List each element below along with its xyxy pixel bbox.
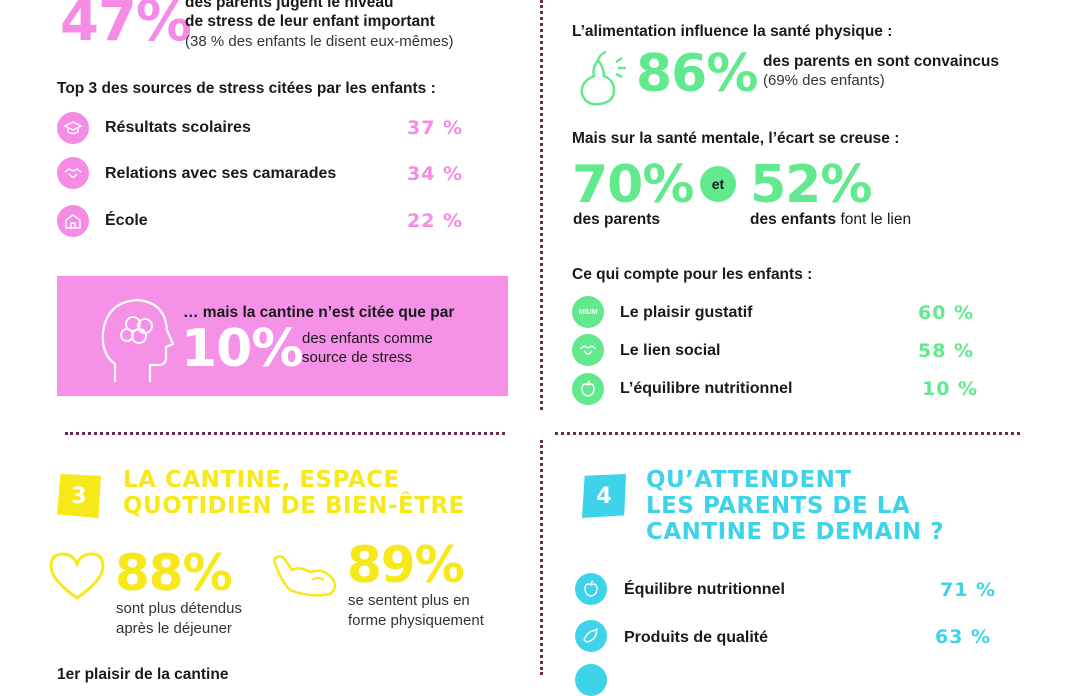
counts-title: Ce qui compte pour les enfants : — [572, 266, 813, 283]
horizontal-divider-right — [555, 432, 1020, 435]
muscle-arm-icon — [270, 550, 345, 600]
count-pct-3: 10 % — [922, 378, 979, 400]
stat-88-line1: sont plus détendus — [116, 600, 242, 617]
heart-icon — [47, 550, 107, 602]
stat-86-line2: (69% des enfants) — [763, 72, 885, 89]
section-4-number: 4 — [582, 474, 626, 518]
cantine-box: … mais la cantine n’est citée que par 10… — [57, 276, 508, 396]
expect-pct-2: 63 % — [935, 626, 992, 648]
stat-47-value: 47% — [60, 0, 192, 54]
et-badge: et — [700, 166, 736, 202]
stat-89-line1: se sentent plus en — [348, 592, 470, 609]
mental-title: Mais sur la santé mentale, l’écart se cr… — [572, 130, 900, 147]
expect-pct-1: 71 % — [940, 579, 997, 601]
stat-89-line2: forme physiquement — [348, 612, 484, 629]
horizontal-divider-left — [65, 432, 505, 435]
stat-47-line1: des parents jugent le niveau — [185, 0, 394, 11]
cantine-line1: … mais la cantine n’est citée que par — [183, 304, 455, 321]
stat-86-value: 86% — [636, 44, 758, 104]
expect-label-1: Équilibre nutritionnel — [624, 581, 785, 598]
handshake-icon — [57, 157, 89, 189]
partial-icon — [575, 664, 607, 696]
top3-title: Top 3 des sources de stress citées par l… — [57, 80, 436, 97]
stat-52-label-rest: font le lien — [836, 211, 912, 228]
stat-70-value: 70% — [572, 155, 694, 215]
cantine-line2: des enfants comme — [302, 330, 433, 347]
section-3-cut-text: 1er plaisir de la cantine — [57, 666, 229, 683]
section-3-number: 3 — [57, 474, 101, 518]
count-pct-2: 58 % — [918, 340, 975, 362]
section-3-title-line2: QUOTIDIEN DE BIEN-ÊTRE — [123, 493, 465, 519]
pear-icon — [572, 50, 632, 106]
stat-86-line1: des parents en sont convaincus — [763, 53, 1000, 70]
source-pct-3: 22 % — [407, 210, 464, 232]
stat-88-line2: après le déjeuner — [116, 620, 232, 637]
count-label-3: L’équilibre nutritionnel — [620, 380, 793, 397]
yum-icon-text: MIUM — [578, 308, 598, 316]
stat-47-line2: de stress de leur enfant important — [185, 13, 435, 30]
quality-icon — [575, 620, 607, 652]
head-brain-icon — [95, 294, 175, 384]
graduation-icon — [57, 112, 89, 144]
stat-52-label: des enfants font le lien — [750, 211, 911, 229]
phys-title: L’alimentation influence la santé physiq… — [572, 23, 893, 40]
section-3-title-line1: LA CANTINE, ESPACE — [123, 467, 400, 493]
cantine-value: 10% — [181, 319, 303, 379]
stat-70-label: des parents — [573, 211, 661, 228]
section-3-number-text: 3 — [71, 483, 87, 509]
apple-icon — [575, 573, 607, 605]
section-4-title-line1: QU’ATTENDENT — [646, 467, 852, 493]
school-icon — [57, 205, 89, 237]
count-pct-1: 60 % — [918, 302, 975, 324]
stat-88-value: 88% — [115, 544, 233, 602]
vertical-divider-top — [540, 0, 543, 410]
handshake-icon — [572, 334, 604, 366]
source-pct-2: 34 % — [407, 163, 464, 185]
count-label-2: Le lien social — [620, 342, 721, 359]
count-label-1: Le plaisir gustatif — [620, 304, 753, 321]
section-4-number-text: 4 — [596, 483, 612, 509]
source-label-3: École — [105, 212, 148, 229]
vertical-divider-bottom — [540, 440, 543, 675]
stat-52-label-bold: des enfants — [750, 211, 837, 228]
stat-52-value: 52% — [750, 155, 872, 215]
apple-icon — [572, 373, 604, 405]
stat-89-value: 89% — [347, 536, 465, 594]
source-label-2: Relations avec ses camarades — [105, 165, 337, 182]
stat-47-line3: (38 % des enfants le disent eux-mêmes) — [185, 33, 454, 50]
source-label-1: Résultats scolaires — [105, 119, 251, 136]
yum-icon: MIUM — [572, 296, 604, 328]
expect-label-2: Produits de qualité — [624, 629, 769, 646]
cantine-line3: source de stress — [302, 349, 413, 366]
source-pct-1: 37 % — [407, 117, 464, 139]
et-label: et — [711, 176, 725, 192]
section-4-title-line3: CANTINE DE DEMAIN ? — [646, 519, 945, 545]
section-4-title-line2: LES PARENTS DE LA — [646, 493, 911, 519]
